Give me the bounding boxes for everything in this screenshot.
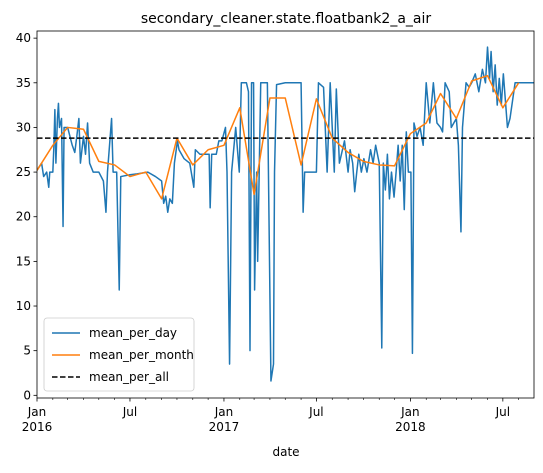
y-tick-label: 40 [16, 31, 31, 45]
chart-title: secondary_cleaner.state.floatbank2_a_air [141, 11, 432, 27]
x-axis-label: date [272, 445, 299, 459]
series-line-mean_per_month [37, 74, 520, 200]
x-tick-year-label: 2018 [395, 420, 426, 434]
x-tick-label: Jan [400, 405, 420, 419]
series-line-mean_per_day [37, 46, 534, 382]
y-tick-label: 15 [16, 254, 31, 268]
x-tick-label: Jul [122, 405, 137, 419]
y-tick-label: 0 [23, 388, 31, 402]
y-tick-label: 5 [23, 344, 31, 358]
x-tick-label: Jul [495, 405, 510, 419]
y-tick-label: 10 [16, 299, 31, 313]
x-tick-year-label: 2016 [22, 420, 53, 434]
y-tick-label: 20 [16, 210, 31, 224]
y-tick-label: 35 [16, 76, 31, 90]
series-layer [37, 46, 534, 382]
legend-label-mean_per_all: mean_per_all [89, 370, 169, 384]
x-tick-year-label: 2017 [209, 420, 240, 434]
x-tick-label: Jul [308, 405, 323, 419]
legend: mean_per_day mean_per_month mean_per_all [43, 317, 195, 392]
legend-frame [43, 317, 195, 392]
x-tick-label: Jan [214, 405, 234, 419]
y-tick-label: 25 [16, 165, 31, 179]
legend-label-mean_per_month: mean_per_month [89, 348, 194, 362]
x-tick-label: Jan [27, 405, 47, 419]
legend-label-mean_per_day: mean_per_day [89, 326, 177, 340]
y-tick-label: 30 [16, 120, 31, 134]
